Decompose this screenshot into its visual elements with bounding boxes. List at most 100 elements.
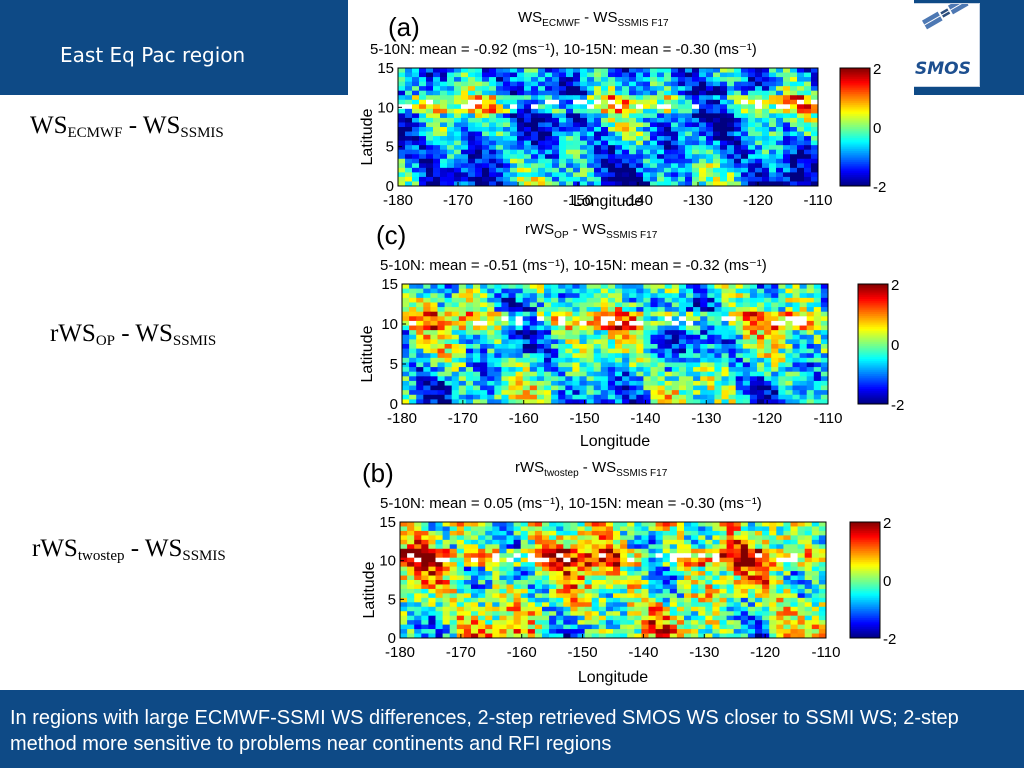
heatmap-cell [485, 557, 493, 563]
heatmap-cell [503, 181, 511, 187]
heatmap-cell [468, 104, 476, 110]
heatmap-cell [534, 553, 543, 559]
heatmap-cell [678, 399, 687, 405]
colorbar-segment [858, 330, 888, 334]
heatmap-cell [678, 167, 686, 173]
heatmap-cell [433, 149, 441, 155]
heatmap-cell [508, 380, 516, 386]
heatmap-cell [728, 325, 737, 331]
heatmap-cell [510, 149, 518, 155]
heatmap-cell [783, 136, 791, 142]
heatmap-cell [706, 122, 714, 128]
heatmap-cell [783, 167, 791, 173]
heatmap-cell [740, 633, 749, 639]
heatmap-cell [769, 544, 777, 550]
heatmap-cell [719, 633, 727, 639]
heatmap-cell [594, 77, 602, 83]
heatmap-cell [693, 316, 701, 322]
heatmap-cell [669, 575, 678, 581]
heatmap-cell [515, 394, 524, 400]
heatmap-cell [622, 380, 630, 386]
heatmap-cell [705, 629, 713, 634]
heatmap-cell [685, 127, 693, 132]
heatmap-cell [538, 95, 546, 101]
heatmap-cell [799, 307, 808, 313]
heatmap-cell [629, 136, 637, 142]
x-tick-label: -160 [509, 410, 539, 427]
heatmap-cell [676, 606, 685, 612]
heatmap-cell [643, 297, 651, 303]
chart-title: rWStwostep - WSSSMIS F17 [515, 459, 668, 479]
heatmap-cell [776, 99, 784, 105]
heatmap-cell [811, 113, 819, 119]
heatmap-cell [577, 522, 585, 527]
heatmap-cell [440, 149, 448, 155]
heatmap-cell [563, 580, 571, 585]
heatmap-cell [549, 580, 557, 585]
heatmap-cell [513, 526, 522, 532]
heatmap-cell [733, 615, 742, 621]
heatmap-cell [444, 284, 453, 290]
heatmap-cell [440, 90, 448, 96]
heatmap-cell [435, 602, 443, 608]
heatmap-cell [636, 140, 644, 146]
heatmap-cell [755, 86, 763, 92]
heatmap-cell [686, 311, 694, 317]
heatmap-cell [664, 348, 673, 354]
heatmap-cell [719, 611, 727, 617]
heatmap-cell [542, 562, 550, 568]
heatmap-cell [648, 593, 656, 599]
heatmap-cell [409, 371, 417, 377]
heatmap-cell [565, 334, 573, 340]
heatmap-cell [698, 544, 706, 550]
heatmap-cell [749, 362, 758, 368]
heatmap-cell [456, 580, 465, 585]
heatmap-cell [536, 320, 545, 326]
heatmap-cell [499, 580, 507, 585]
heatmap-cell [419, 176, 427, 182]
heatmap-cell [566, 108, 574, 114]
heatmap-cell [720, 113, 728, 119]
heatmap-cell [451, 344, 460, 350]
heatmap-cell [598, 620, 607, 626]
heatmap-cell [563, 530, 571, 536]
heatmap-cell [771, 376, 779, 382]
heatmap-cell [804, 77, 812, 83]
heatmap-cell [515, 399, 524, 405]
heatmap-cell [778, 390, 786, 396]
heatmap-cell [664, 394, 673, 400]
heatmap-cell [468, 181, 476, 187]
heatmap-cell [529, 297, 538, 303]
heatmap-cell [804, 86, 812, 92]
heatmap-cell [503, 81, 511, 87]
heatmap-cell [734, 149, 742, 155]
heatmap-cell [442, 535, 451, 541]
heatmap-cell [412, 77, 420, 83]
heatmap-cell [698, 620, 706, 626]
heatmap-cell [520, 522, 529, 527]
heatmap-cell [556, 535, 564, 541]
heatmap-cell [771, 334, 779, 340]
heatmap-cell [811, 522, 820, 527]
heatmap-cell [463, 588, 472, 594]
heatmap-cell [449, 580, 458, 585]
heatmap-cell [433, 81, 441, 87]
heatmap-cell [684, 548, 692, 554]
heatmap-cell [699, 131, 707, 137]
colorbar-segment [850, 598, 880, 601]
heatmap-cell [721, 339, 729, 345]
heatmap-cell [622, 284, 630, 290]
heatmap-cell [430, 302, 438, 308]
heatmap-cell [740, 535, 749, 541]
heatmap-cell [426, 99, 434, 105]
heatmap-cell [463, 539, 472, 545]
heatmap-cell [503, 68, 511, 73]
heatmap-cell [678, 302, 687, 308]
heatmap-cell [615, 72, 623, 78]
heatmap-cell [594, 117, 602, 123]
heatmap-cell [421, 629, 429, 634]
heatmap-cell [591, 629, 600, 634]
heatmap-cell [813, 371, 822, 377]
heatmap-cell [613, 530, 621, 536]
